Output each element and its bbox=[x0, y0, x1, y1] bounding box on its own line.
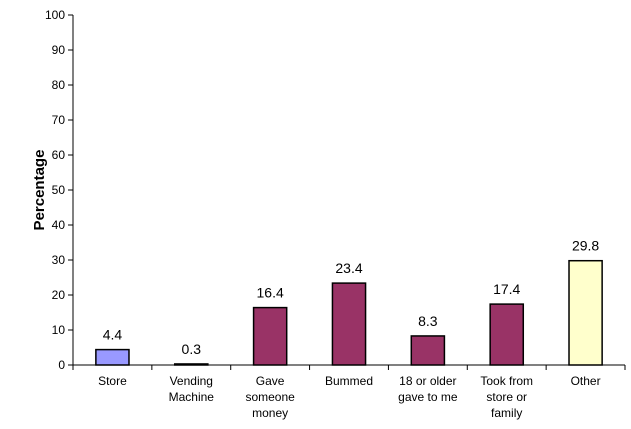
y-tick-label: 0 bbox=[58, 358, 65, 372]
x-tick-label: Vending Machine bbox=[169, 374, 215, 404]
bar bbox=[173, 363, 209, 366]
y-tick-label: 70 bbox=[52, 113, 66, 127]
data-label: 0.3 bbox=[182, 341, 202, 357]
bar bbox=[252, 306, 288, 366]
y-tick-label: 20 bbox=[52, 288, 66, 302]
x-tick-label-line: money bbox=[252, 406, 288, 420]
bars bbox=[95, 259, 603, 366]
value-labels: 4.4 0.3 16.4 23.4 8.3 17.4 29.8 bbox=[103, 238, 600, 357]
x-tick-label-line: 18 or older bbox=[399, 374, 456, 388]
y-axis-title: Percentage bbox=[31, 150, 48, 231]
y-tick-label: 80 bbox=[52, 78, 66, 92]
bar bbox=[489, 303, 525, 366]
data-label: 16.4 bbox=[257, 285, 284, 301]
x-tick-label: Other bbox=[571, 374, 601, 388]
x-tick-label-line: someone bbox=[245, 390, 295, 404]
y-tick-label: 90 bbox=[52, 43, 66, 57]
data-label: 29.8 bbox=[572, 238, 599, 254]
y-tick-label: 10 bbox=[52, 323, 66, 337]
bar bbox=[410, 335, 446, 366]
data-label: 23.4 bbox=[335, 260, 362, 276]
category-labels: Store Vending Machine Gave someone money Bumme… bbox=[98, 374, 600, 420]
data-label: 8.3 bbox=[418, 313, 438, 329]
y-tick-label: 60 bbox=[52, 148, 66, 162]
y-tick-label: 40 bbox=[52, 218, 66, 232]
x-tick-label: Gave someone money bbox=[245, 374, 295, 420]
x-tick-label-line: Machine bbox=[169, 390, 215, 404]
x-tick-label-line: Took from bbox=[480, 374, 533, 388]
y-tick-label: 100 bbox=[45, 8, 65, 22]
bar bbox=[331, 282, 367, 366]
x-tick-label-line: gave to me bbox=[398, 390, 458, 404]
y-tick-label: 50 bbox=[52, 183, 66, 197]
x-tick-label: Store bbox=[98, 374, 127, 388]
x-tick-label: Bummed bbox=[325, 374, 373, 388]
data-label: 4.4 bbox=[103, 327, 123, 343]
x-tick-label-line: Vending bbox=[170, 374, 213, 388]
x-tick-label-line: Other bbox=[571, 374, 601, 388]
x-tick-label: 18 or older gave to me bbox=[398, 374, 458, 404]
y-tick-label: 30 bbox=[52, 253, 66, 267]
x-tick-label-line: Gave bbox=[256, 374, 285, 388]
x-tick-label-line: family bbox=[491, 406, 522, 420]
x-tick-label-line: store or bbox=[486, 390, 527, 404]
x-tick-label: Took from store or family bbox=[480, 374, 533, 420]
x-tick-label-line: Store bbox=[98, 374, 127, 388]
bar bbox=[95, 348, 130, 366]
y-axis: 0 10 20 30 40 50 60 70 80 90 100 bbox=[45, 8, 74, 372]
x-tick-label-line: Bummed bbox=[325, 374, 373, 388]
bar bbox=[568, 259, 603, 366]
data-label: 17.4 bbox=[493, 281, 520, 297]
